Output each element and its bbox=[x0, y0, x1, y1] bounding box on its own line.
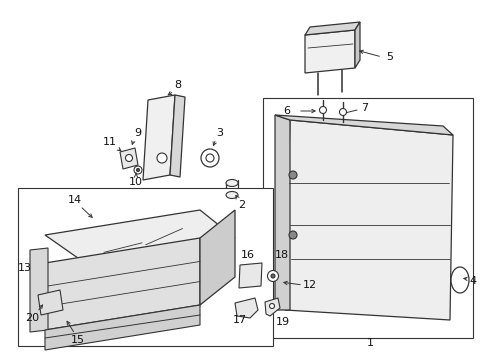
Ellipse shape bbox=[225, 180, 238, 186]
Polygon shape bbox=[305, 22, 359, 35]
Polygon shape bbox=[239, 263, 262, 288]
Polygon shape bbox=[285, 120, 452, 320]
Text: 20: 20 bbox=[25, 313, 39, 323]
Text: 19: 19 bbox=[275, 317, 289, 327]
Polygon shape bbox=[274, 115, 289, 310]
Text: 4: 4 bbox=[468, 276, 476, 286]
Text: 1: 1 bbox=[366, 338, 373, 348]
Text: 2: 2 bbox=[238, 200, 245, 210]
Polygon shape bbox=[45, 238, 200, 330]
Circle shape bbox=[269, 303, 274, 309]
Text: 18: 18 bbox=[274, 250, 288, 260]
Text: 6: 6 bbox=[283, 106, 290, 116]
Ellipse shape bbox=[225, 192, 238, 198]
Polygon shape bbox=[235, 298, 258, 318]
Ellipse shape bbox=[450, 267, 468, 293]
Text: 16: 16 bbox=[241, 250, 254, 260]
Circle shape bbox=[157, 153, 167, 163]
Polygon shape bbox=[354, 22, 359, 68]
Circle shape bbox=[339, 108, 346, 116]
Bar bbox=[18, 188, 272, 346]
Polygon shape bbox=[264, 298, 280, 316]
Polygon shape bbox=[142, 95, 175, 180]
Text: 5: 5 bbox=[386, 52, 393, 62]
Circle shape bbox=[319, 107, 326, 113]
Polygon shape bbox=[200, 210, 235, 305]
Circle shape bbox=[134, 166, 142, 174]
Circle shape bbox=[270, 274, 274, 278]
Polygon shape bbox=[45, 210, 235, 263]
Text: 3: 3 bbox=[216, 128, 223, 138]
Circle shape bbox=[205, 154, 214, 162]
Polygon shape bbox=[274, 115, 452, 135]
Text: 14: 14 bbox=[68, 195, 82, 205]
Polygon shape bbox=[120, 148, 138, 169]
Text: 15: 15 bbox=[71, 335, 85, 345]
Text: 7: 7 bbox=[361, 103, 368, 113]
Text: 9: 9 bbox=[134, 128, 141, 138]
Circle shape bbox=[288, 171, 296, 179]
Text: 10: 10 bbox=[129, 177, 142, 187]
Polygon shape bbox=[45, 305, 200, 350]
Text: 8: 8 bbox=[174, 80, 181, 90]
Polygon shape bbox=[38, 290, 63, 315]
Circle shape bbox=[136, 168, 139, 171]
Polygon shape bbox=[30, 248, 48, 332]
Polygon shape bbox=[305, 30, 354, 73]
Text: 11: 11 bbox=[103, 137, 117, 147]
Circle shape bbox=[125, 154, 132, 162]
Circle shape bbox=[201, 149, 219, 167]
Circle shape bbox=[288, 231, 296, 239]
Circle shape bbox=[267, 270, 278, 282]
Text: 13: 13 bbox=[18, 263, 32, 273]
Polygon shape bbox=[170, 95, 184, 177]
Bar bbox=[263, 98, 472, 338]
Text: 12: 12 bbox=[303, 280, 316, 290]
Text: 17: 17 bbox=[232, 315, 246, 325]
